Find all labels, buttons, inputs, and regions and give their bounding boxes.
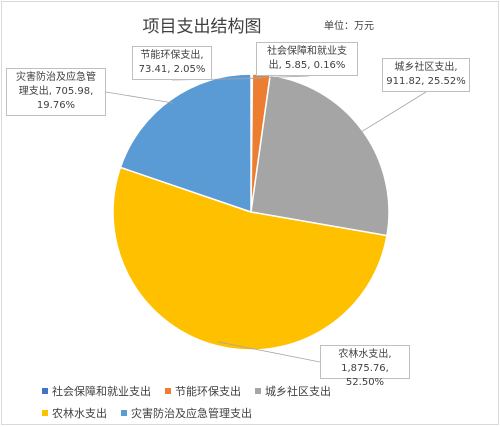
data-label-line: 19.76% xyxy=(36,100,76,111)
leader-line xyxy=(217,341,321,363)
pie-slice xyxy=(250,74,390,237)
legend-item: 灾害防治及应急管理支出 xyxy=(121,405,252,421)
legend-swatch xyxy=(165,388,171,394)
data-label-line: 节能环保支出, xyxy=(140,50,204,61)
data-label-line: 911.82, 25.52% xyxy=(386,76,466,87)
legend-label: 节能环保支出 xyxy=(175,385,241,398)
legend-label: 社会保障和就业支出 xyxy=(52,385,151,398)
data-label: 灾害防治及应急管 理支出, 705.98, 19.76% xyxy=(6,68,106,116)
leader-line xyxy=(105,91,174,104)
legend-swatch xyxy=(255,388,261,394)
unit-label: 单位：万元 xyxy=(324,21,374,32)
legend-item: 节能环保支出 xyxy=(165,383,241,399)
data-label-line: 1,875.76, 52.50% xyxy=(341,363,389,388)
legend: 社会保障和就业支出 节能环保支出 城乡社区支出 农林水支出 灾害防治及应急管理支出 xyxy=(42,380,482,424)
data-label-line: 农林水支出, xyxy=(338,349,392,360)
legend-item: 农林水支出 xyxy=(42,405,107,421)
data-label-line: 灾害防治及应急管 xyxy=(16,72,96,83)
legend-label: 农林水支出 xyxy=(52,407,107,420)
chart-title: 项目支出结构图 xyxy=(142,17,262,37)
legend-row: 社会保障和就业支出 节能环保支出 城乡社区支出 xyxy=(42,380,482,402)
data-label: 农林水支出, 1,875.76, 52.50% xyxy=(320,345,410,388)
legend-item: 城乡社区支出 xyxy=(255,383,331,399)
legend-item: 社会保障和就业支出 xyxy=(42,383,151,399)
data-label-line: 理支出, 705.98, xyxy=(18,86,94,97)
data-label: 节能环保支出, 73.41, 2.05% xyxy=(132,46,212,80)
data-label-line: 出, 5.85, 0.16% xyxy=(268,60,346,71)
leader-line xyxy=(359,91,427,134)
data-label-line: 社会保障和就业支 xyxy=(267,46,347,57)
legend-label: 灾害防治及应急管理支出 xyxy=(131,407,252,420)
pie-slice xyxy=(119,73,252,214)
legend-row: 农林水支出 灾害防治及应急管理支出 xyxy=(42,402,482,424)
legend-swatch xyxy=(42,410,48,416)
leader-line xyxy=(251,75,310,79)
legend-swatch xyxy=(42,388,48,394)
legend-label: 城乡社区支出 xyxy=(265,385,331,398)
data-label-line: 73.41, 2.05% xyxy=(138,64,206,75)
legend-swatch xyxy=(121,410,127,416)
data-label-line: 城乡社区支出, xyxy=(394,62,458,73)
pie-slice xyxy=(112,166,388,351)
data-label: 社会保障和就业支 出, 5.85, 0.16% xyxy=(256,42,358,76)
data-label: 城乡社区支出, 911.82, 25.52% xyxy=(382,58,470,92)
